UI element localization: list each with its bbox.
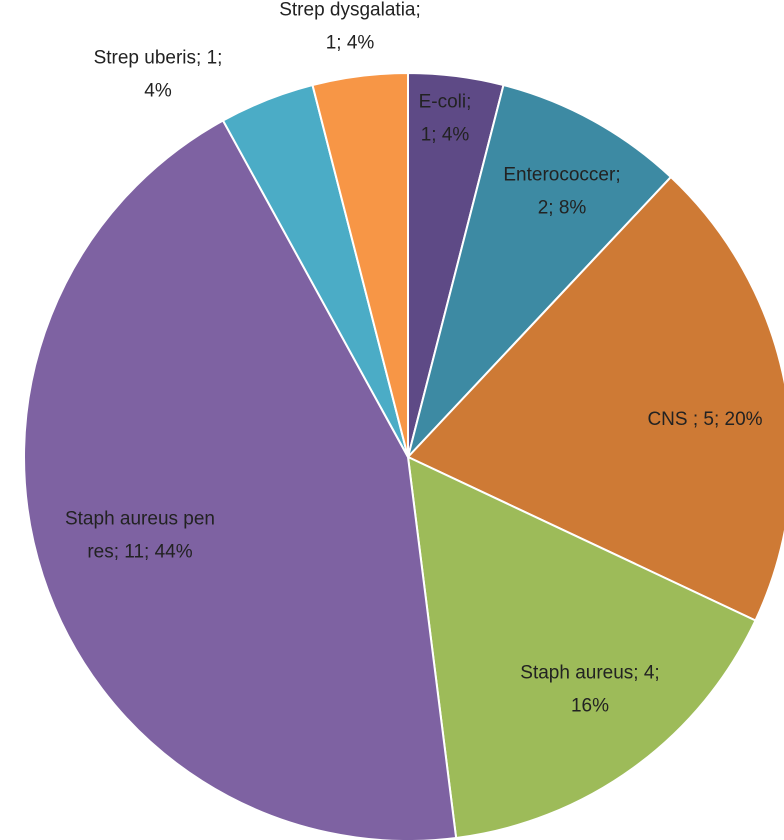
data-label-strep-uberis: Strep uberis; 1; 4%: [94, 48, 223, 102]
data-label-line: Staph aureus pen: [65, 509, 215, 530]
pie-slice-strep-dysgalatia: [311, 71, 409, 458]
data-label-line: 4%: [144, 81, 172, 102]
data-label-strep-dysgalatia: Strep dysgalatia; 1; 4%: [279, 0, 421, 54]
data-label-line: res; 11; 44%: [87, 542, 192, 563]
pie-slice-staph-aureus-pen-res: [23, 119, 458, 840]
data-label-line: 2; 8%: [538, 198, 587, 219]
data-label-line: 1; 4%: [326, 33, 375, 54]
data-label-cns: CNS ; 5; 20%: [647, 409, 762, 430]
data-label-enterococcer: Enterococcer; 2; 8%: [503, 165, 620, 219]
pie-slices: [23, 71, 784, 840]
data-label-line: Enterococcer;: [503, 165, 620, 186]
data-label-line: Strep dysgalatia;: [279, 0, 421, 21]
data-label-staph-aureus: Staph aureus; 4; 16%: [520, 663, 659, 717]
pie-slice-staph-aureus: [406, 455, 757, 840]
pie-slice-enterococcer: [407, 83, 673, 458]
data-label-line: Strep uberis; 1;: [94, 48, 223, 69]
pie-slice-cns: [406, 175, 784, 622]
data-label-line: 16%: [571, 696, 609, 717]
data-label-staph-aureus-pen-res: Staph aureus pen res; 11; 44%: [65, 509, 215, 563]
pie-labels: E-coli; 1; 4% Enterococcer; 2; 8% CNS ; 5; 2…: [65, 0, 763, 717]
data-label-line: CNS ; 5; 20%: [647, 409, 762, 430]
data-label-line: 1; 4%: [421, 125, 470, 146]
data-label-line: Staph aureus; 4;: [520, 663, 659, 684]
data-label-line: E-coli;: [419, 92, 472, 113]
data-label-e-coli: E-coli; 1; 4%: [419, 92, 472, 146]
